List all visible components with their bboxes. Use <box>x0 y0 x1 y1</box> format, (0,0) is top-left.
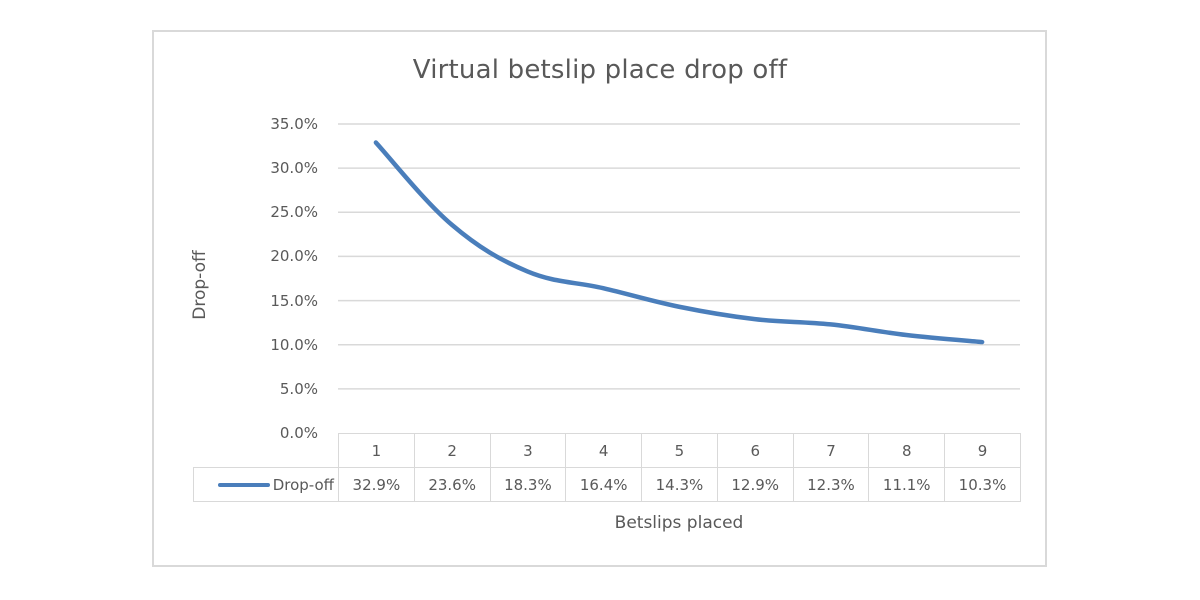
y-tick-label: 35.0% <box>270 115 318 133</box>
data-value-cell: 16.4% <box>565 467 643 502</box>
legend-label: Drop-off <box>272 475 334 494</box>
data-value-cell: 12.9% <box>716 467 794 502</box>
x-category-label: 1 <box>338 433 415 468</box>
data-value-cell: 12.3% <box>792 467 870 502</box>
chart-title: Virtual betslip place drop off <box>412 55 788 85</box>
data-value-cell: 11.1% <box>868 467 946 502</box>
data-value-cell: 14.3% <box>641 467 718 502</box>
x-category-label: 2 <box>413 433 491 468</box>
y-tick-label: 5.0% <box>279 379 318 398</box>
x-category-label: 4 <box>565 433 643 468</box>
x-category-label: 8 <box>868 433 946 468</box>
legend-line-icon <box>217 483 270 487</box>
y-tick-label: 0.0% <box>279 424 318 442</box>
x-category-label: 9 <box>944 433 1021 468</box>
x-category-label: 7 <box>792 433 870 468</box>
x-category-label: 5 <box>641 433 718 468</box>
x-category-label: 6 <box>716 433 794 468</box>
y-tick-label: 30.0% <box>270 159 318 178</box>
y-tick-label: 15.0% <box>270 291 318 310</box>
legend-entry: Drop-off <box>193 467 339 502</box>
data-table-series-row: Drop-off 32.9% 23.6% 18.3% 16.4% 14.3% 12.9% 1… <box>193 467 1021 502</box>
data-value-cell: 23.6% <box>413 467 491 502</box>
x-category-label: 3 <box>489 433 567 468</box>
x-axis-label: Betslips placed <box>614 513 744 533</box>
y-tick-label: 20.0% <box>270 247 318 266</box>
y-tick-label: 25.0% <box>270 203 318 222</box>
drop-off-line <box>373 140 985 345</box>
data-value-cell: 18.3% <box>489 467 567 502</box>
data-value-cell: 32.9% <box>338 467 415 502</box>
data-table-corner <box>194 434 339 468</box>
data-value-cell: 10.3% <box>944 467 1021 502</box>
gridlines <box>338 123 1020 390</box>
y-tick-label: 10.0% <box>270 335 318 354</box>
